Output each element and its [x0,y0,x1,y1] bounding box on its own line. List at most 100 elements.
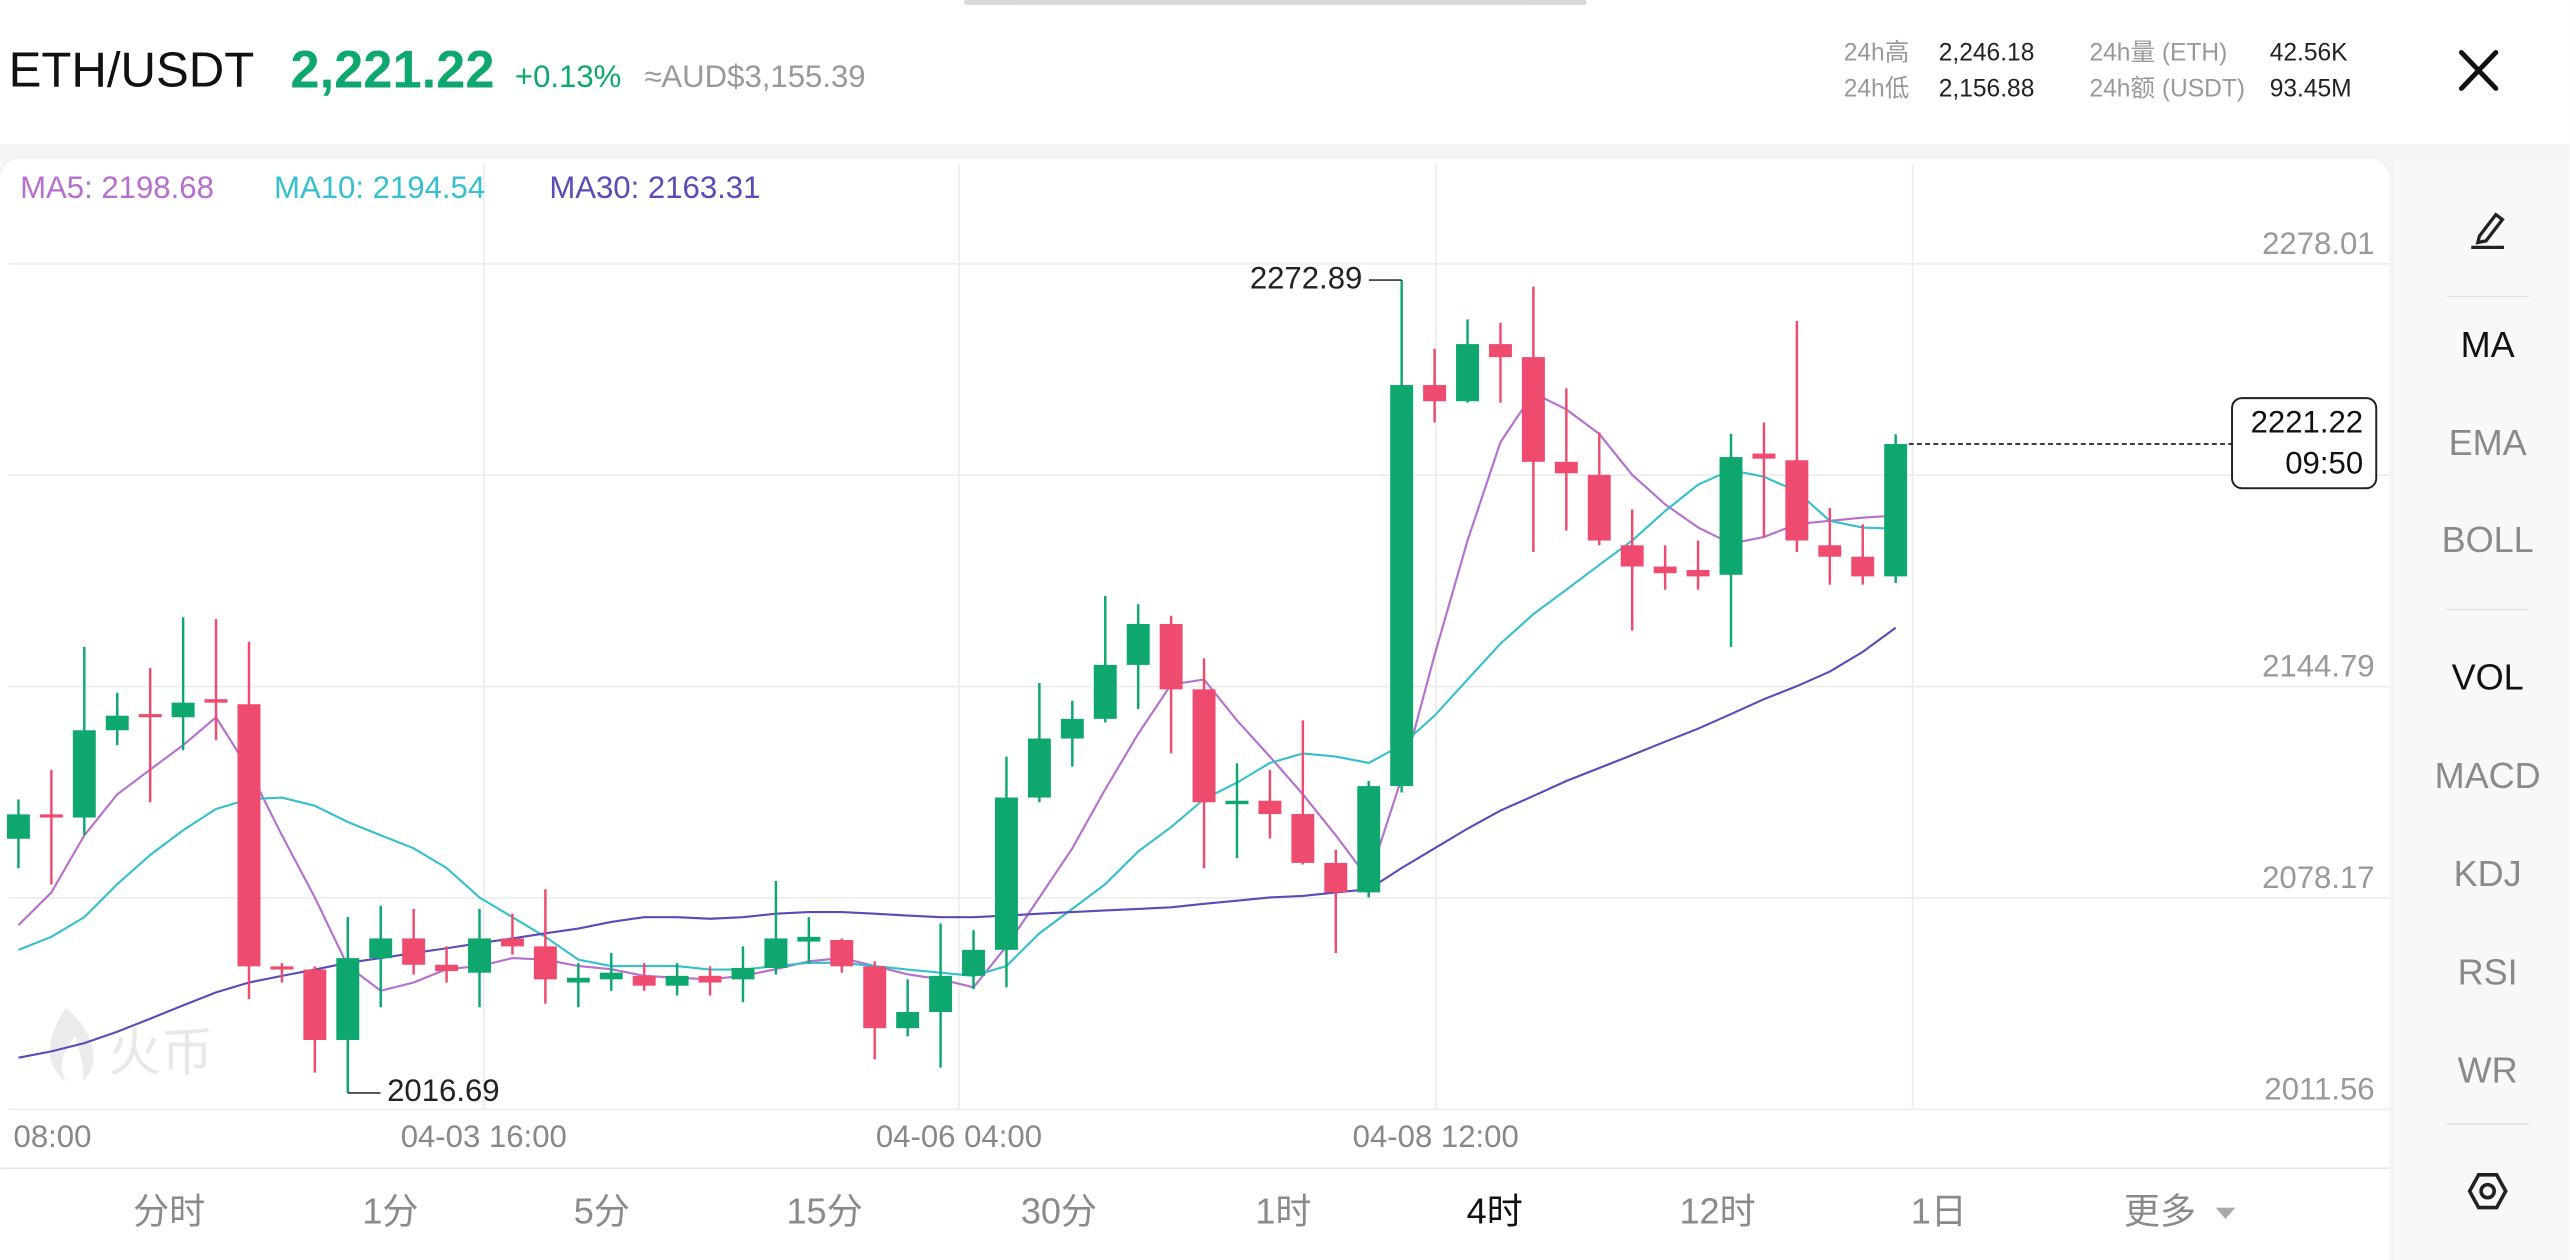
legend-value: 2194.54 [373,170,486,205]
tool-list: MA EMA BOLL VOL MACD KDJ RSI WR [2435,212,2541,1210]
tool-option[interactable]: RSI [2458,951,2518,992]
tool-option[interactable]: KDJ [2454,853,2522,894]
legend-name: MA30 [549,170,630,205]
candle-body [105,715,129,731]
interval-tab[interactable]: 1日 [1911,1191,1967,1232]
tool-option[interactable]: VOL [2452,656,2524,697]
candle-body [1291,814,1315,863]
candle-body [863,966,887,1029]
candle-body [1225,800,1249,805]
ma-lines [17,391,1897,1059]
candle-body [830,940,854,967]
candle-body [698,975,722,983]
candle-body [138,714,162,718]
candle-body [1456,344,1479,402]
side-panel [2392,158,2570,1260]
chart-panel [0,158,2390,1208]
tool-option[interactable]: MA [2461,324,2515,365]
candle-body [336,958,360,1040]
countdown: 09:50 [2285,446,2363,481]
candle-body [599,972,623,980]
candle-body [1521,357,1545,462]
candles [6,280,1908,1093]
candle-body [1390,385,1414,787]
close-button[interactable] [2458,49,2499,91]
annotations: 2272.89 2016.69 2221.22 09:50 [347,260,2378,1108]
candle-body [1587,474,1611,541]
ma-line [18,468,1896,977]
interval-tab[interactable]: 5分 [574,1191,630,1232]
x-tick-label: 04-08 12:00 [1353,1119,1519,1154]
candle-body [994,797,1018,950]
stat-label: 24h额 (USDT) [2089,75,2245,103]
ma-legend: MA5: 2198.68 MA10: 2194.54 MA30: 2163.31 [20,170,760,205]
legend-name: MA10 [274,170,355,205]
drag-handle [963,0,1587,5]
draw-tool[interactable] [2471,212,2505,250]
interval-tab[interactable]: 1分 [362,1191,418,1232]
interval-tab[interactable]: 12时 [1680,1191,1756,1232]
candle-body [566,977,590,983]
candle-body [1126,623,1150,665]
x-tick-label: 04-06 04:00 [876,1119,1042,1154]
candle-body [962,949,985,976]
interval-tab[interactable]: 更多 [2124,1191,2196,1232]
ma-line [18,626,1897,1059]
high-label: 2272.89 [1250,260,1363,295]
candle-body [1093,664,1117,719]
stat-label: 24h高 [1844,39,1910,67]
tool-option[interactable]: BOLL [2442,519,2534,560]
candle-body [468,938,491,973]
interval-tab[interactable]: 15分 [787,1191,863,1232]
candle-body [1258,800,1282,815]
vertical-grid [482,163,1914,1110]
candle-body [1884,443,1908,577]
interval-tab[interactable]: 4时 [1467,1191,1523,1232]
candle-body [270,966,294,970]
settings-button[interactable] [2467,1172,2508,1210]
tool-option[interactable]: WR [2458,1050,2518,1091]
candle-body [204,699,228,703]
candle-body [1488,344,1512,358]
candle-body [533,946,557,980]
x-tick-label: 08:00 [14,1119,92,1154]
legend-value: 2198.68 [101,170,214,205]
interval-tab[interactable]: 1时 [1255,1191,1311,1232]
legend-value: 2163.31 [648,170,761,205]
ma-line [17,391,1896,992]
candle-body [369,938,393,959]
tool-option[interactable]: MACD [2435,755,2541,796]
x-tick-label: 04-03 16:00 [401,1119,567,1154]
fiat-price: ≈AUD$3,155.39 [644,59,865,94]
interval-tabs: 分时 1分 5分 15分 30分 1时 4时 12时 1日 更多 [133,1191,2236,1232]
tab-bar [0,1168,2390,1260]
stat-value: 42.56K [2270,40,2348,67]
tool-option[interactable]: EMA [2449,422,2527,463]
candle-body [1423,385,1447,402]
candle-body [303,969,327,1040]
candle-body [1159,623,1183,690]
candle-body [1818,545,1842,557]
candle-body [1686,570,1710,577]
legend-sep: : [631,170,648,205]
last-price-box [2231,397,2378,490]
candle-body [764,938,788,968]
legend-name: MA5 [20,170,84,205]
candle-body [237,704,261,967]
header-bar [0,0,2570,145]
watermark: 火币 [49,1007,213,1083]
candle-body [731,967,755,980]
stat-value: 2,156.88 [1939,76,2035,103]
candle-body [1620,545,1644,567]
interval-tab[interactable]: 30分 [1021,1191,1097,1232]
stat-value: 93.45M [2270,76,2352,103]
interval-tab[interactable]: 分时 [133,1191,205,1232]
dropdown-caret [2215,1207,2236,1220]
candle-body [1324,862,1348,893]
last-price: 2221.22 [2251,405,2364,440]
pair: ETH/USDT [9,44,255,98]
legend-sep: : [355,170,372,205]
